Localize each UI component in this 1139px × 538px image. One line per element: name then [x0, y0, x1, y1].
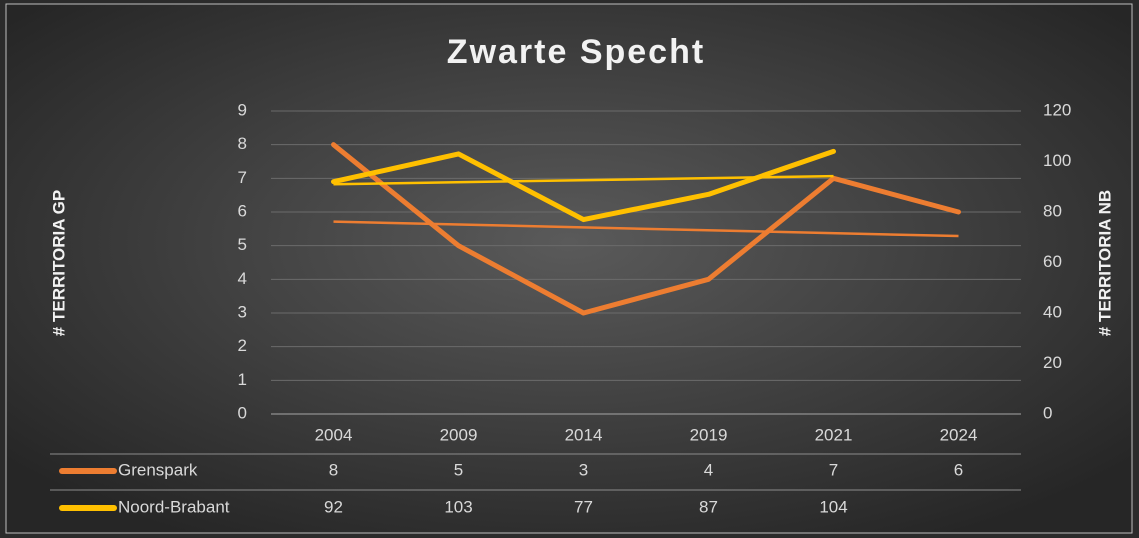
x-tick-label: 2014: [565, 425, 603, 444]
legend-label: Grenspark: [118, 460, 198, 479]
table-value: 77: [574, 497, 593, 516]
table-value: 103: [444, 497, 472, 516]
x-tick-label: 2009: [440, 425, 478, 444]
y-tick-label: 3: [238, 302, 247, 321]
table-value: 87: [699, 497, 718, 516]
table-value: 4: [704, 460, 713, 479]
table-value: 8: [329, 460, 338, 479]
y2-tick-label: 40: [1043, 302, 1062, 321]
y-tick-label: 2: [238, 336, 247, 355]
table-value: 3: [579, 460, 588, 479]
y2-axis-title: # TERRITORIA NB: [1095, 190, 1114, 336]
x-tick-label: 2024: [940, 425, 978, 444]
y-tick-label: 8: [238, 134, 247, 153]
table-value: 92: [324, 497, 343, 516]
y-tick-label: 1: [238, 370, 247, 389]
y2-tick-label: 0: [1043, 403, 1052, 422]
y2-tick-label: 20: [1043, 353, 1062, 372]
series-line: [331, 148, 836, 223]
y-tick-label: 7: [238, 168, 247, 187]
y2-tick-label: 100: [1043, 151, 1071, 170]
chart-title: Zwarte Specht: [447, 33, 705, 71]
table-value: 7: [829, 460, 838, 479]
y2-tick-label: 80: [1043, 201, 1062, 220]
y2-tick-label: 120: [1043, 100, 1071, 119]
y-tick-label: 4: [238, 269, 247, 288]
x-tick-label: 2019: [690, 425, 728, 444]
y2-tick-label: 60: [1043, 252, 1062, 271]
legend-label: Noord-Brabant: [118, 497, 230, 516]
trendline: [333, 174, 834, 186]
y-tick-label: 6: [238, 201, 247, 220]
y-tick-label: 0: [238, 403, 247, 422]
trendline: [333, 220, 959, 238]
x-tick-label: 2021: [815, 425, 853, 444]
x-tick-label: 2004: [315, 425, 353, 444]
table-value: 5: [454, 460, 463, 479]
table-value: 6: [954, 460, 963, 479]
table-value: 104: [819, 497, 847, 516]
y-tick-label: 9: [238, 100, 247, 119]
series-line: [331, 142, 961, 316]
y-tick-label: 5: [238, 235, 247, 254]
y-axis-title: # TERRITORIA GP: [49, 190, 68, 336]
chart-background: [5, 3, 1133, 534]
